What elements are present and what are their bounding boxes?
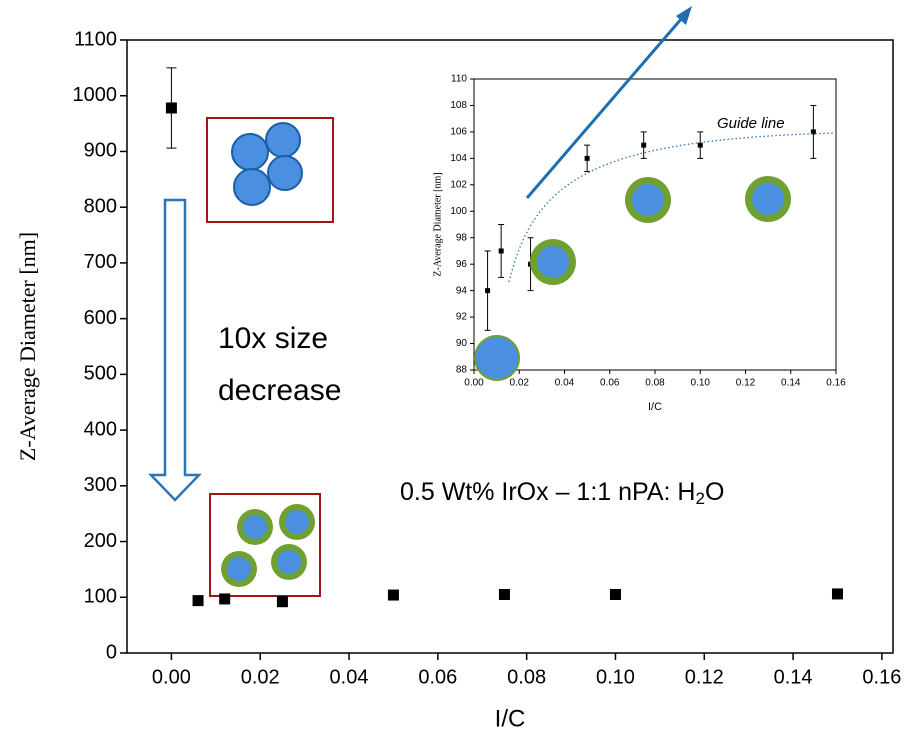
decor-inset [474,6,836,381]
x-tick-label: 0.02 [510,378,530,389]
y-tick-label: 98 [456,232,468,243]
x-tick-label: 0.06 [418,666,457,688]
plot-frame [473,78,837,371]
x-tick-label: 0.04 [330,666,369,688]
y-tick-label: 1100 [74,28,117,50]
x-tick-label: 0.04 [555,378,575,389]
y-tick-label: 1000 [73,84,118,106]
annotation-part: 0.5 Wt% IrOx – 1:1 nPA: H [400,478,695,506]
plot-frame [126,39,894,654]
point [192,595,204,607]
y-tick-label: 0 [106,641,117,663]
x-tick-label: 0.10 [596,666,635,688]
y-tick-label: 88 [456,365,468,376]
y-tick-label: 900 [84,140,117,162]
point [387,589,399,601]
x-tick-label: 0.06 [600,378,620,389]
y-tick-label: 96 [456,259,468,270]
y-tick-label: 106 [450,127,467,138]
x-tick-label: 0.12 [736,378,756,389]
x-tick-label: 0.08 [507,666,546,688]
x-axis-label: I/C [648,401,662,413]
annotation-part: O [705,478,724,506]
y-tick-label: 500 [84,363,117,385]
point [584,155,590,161]
y-tick-label: 400 [84,418,117,440]
x-tick-label: 0.02 [241,666,280,688]
x-tick-label: 0.16 [826,378,846,389]
point [810,129,816,135]
x-axis-label: I/C [495,705,526,732]
y-tick-label: 94 [456,285,468,296]
x-tick-label: 0.10 [691,378,711,389]
annotation-part: 2 [695,489,704,508]
annotation: Guide line [717,115,785,132]
point [831,588,843,600]
y-tick-label: 100 [84,586,117,608]
y-tick-label: 800 [84,195,117,217]
y-axis-label: Z-Average Diameter [nm] [432,172,443,276]
y-tick-label: 100 [450,206,467,217]
y-tick-label: 110 [451,74,467,85]
y-tick-label: 108 [450,100,467,111]
x-tick-label: 0.08 [645,378,665,389]
point [697,142,703,148]
decor-aggregate [206,117,334,223]
decor-dispersed [209,493,321,597]
y-tick-label: 102 [450,179,467,190]
annotation: 10x size [218,322,328,355]
y-tick-label: 600 [84,307,117,329]
x-tick-label: 0.00 [152,666,191,688]
inset-chart: 0.00 0.02 0.04 0.06 0.08 0.10 0.12 0.14 0.16 88 90… [432,74,846,413]
main-chart: 0.00 0.02 0.04 0.06 0.08 0.10 0.12 0.14 0.16 0 100… [15,28,901,732]
annotation: decrease [218,374,341,407]
point [485,288,491,294]
point [165,102,177,114]
point [609,588,621,600]
y-tick-label: 92 [456,312,468,323]
y-tick-label: 200 [84,530,117,552]
x-tick-label: 0.00 [464,378,484,389]
point [498,248,504,254]
x-tick-label: 0.12 [685,666,724,688]
point [498,588,510,600]
y-axis-label: Z-Average Diameter [nm] [15,232,40,461]
y-tick-label: 700 [84,251,117,273]
y-tick-label: 104 [450,153,467,164]
y-tick-label: 90 [456,338,468,349]
x-tick-label: 0.16 [862,666,901,688]
point [641,142,647,148]
point [276,596,288,608]
x-tick-label: 0.14 [781,378,801,389]
x-tick-label: 0.14 [774,666,813,688]
annotation: 0.5 Wt% IrOx – 1:1 nPA: H2O [400,478,724,509]
point [219,593,231,605]
y-tick-label: 300 [84,474,117,496]
decor-arrow [148,198,202,502]
